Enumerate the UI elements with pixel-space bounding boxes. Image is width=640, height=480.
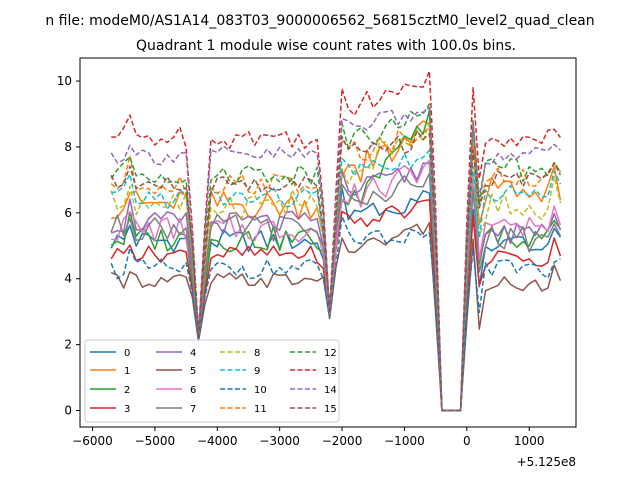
x-axis: −6000 −5000 −4000 −3000 −2000 −1000 0 1000 <box>72 427 544 448</box>
x-offset-label: +5.125e8 <box>517 455 576 469</box>
series-line-15 <box>110 130 562 412</box>
plot-area: −6000 −5000 −4000 −3000 −2000 −1000 0 1000 0 2 4 6… <box>57 57 577 469</box>
y-tick-label: 2 <box>64 338 72 352</box>
axes-frame <box>79 57 577 428</box>
y-tick-label: 0 <box>64 404 72 418</box>
x-tick-label: −6000 <box>72 434 113 448</box>
series-line-13 <box>111 70 561 412</box>
series-line-7 <box>110 172 562 412</box>
x-tick-label: −2000 <box>322 434 363 448</box>
legend-label-1: 1 <box>124 366 130 377</box>
series-line-5 <box>110 221 562 412</box>
legend-label-6: 6 <box>190 385 196 396</box>
y-tick-label: 4 <box>64 272 72 286</box>
legend-label-2: 2 <box>124 385 130 396</box>
x-tick-label: −3000 <box>259 434 300 448</box>
legend-label-3: 3 <box>124 404 130 415</box>
series-layer <box>110 70 562 412</box>
series-line-14 <box>110 106 561 412</box>
figure-suptitle: n file: modeM0/AS1A14_083T03_9000006562_… <box>45 13 594 29</box>
y-tick-label: 10 <box>57 74 72 88</box>
series-line-6 <box>111 159 562 412</box>
x-tick-label: −4000 <box>197 434 238 448</box>
series-line-10 <box>110 215 561 412</box>
legend-label-9: 9 <box>254 366 260 377</box>
legend-label-8: 8 <box>254 348 260 359</box>
legend-label-5: 5 <box>190 366 196 377</box>
legend-label-13: 13 <box>324 366 337 377</box>
x-tick-label: −1000 <box>384 434 425 448</box>
legend-label-4: 4 <box>190 348 196 359</box>
x-tick-label: −5000 <box>135 434 176 448</box>
legend-label-7: 7 <box>190 404 196 415</box>
legend-label-14: 14 <box>324 385 337 396</box>
legend-label-10: 10 <box>254 385 267 396</box>
plot-title: Quadrant 1 module wise count rates with … <box>136 38 516 54</box>
legend-label-11: 11 <box>254 404 267 415</box>
x-tick-label: 1000 <box>514 434 545 448</box>
legend-label-0: 0 <box>124 348 130 359</box>
legend-frame <box>84 339 340 423</box>
legend-label-12: 12 <box>324 348 337 359</box>
legend-label-15: 15 <box>324 404 337 415</box>
x-tick-label: 0 <box>463 434 471 448</box>
y-tick-label: 6 <box>64 206 72 220</box>
y-axis: 0 2 4 6 8 10 <box>57 74 80 418</box>
y-tick-label: 8 <box>64 140 72 154</box>
